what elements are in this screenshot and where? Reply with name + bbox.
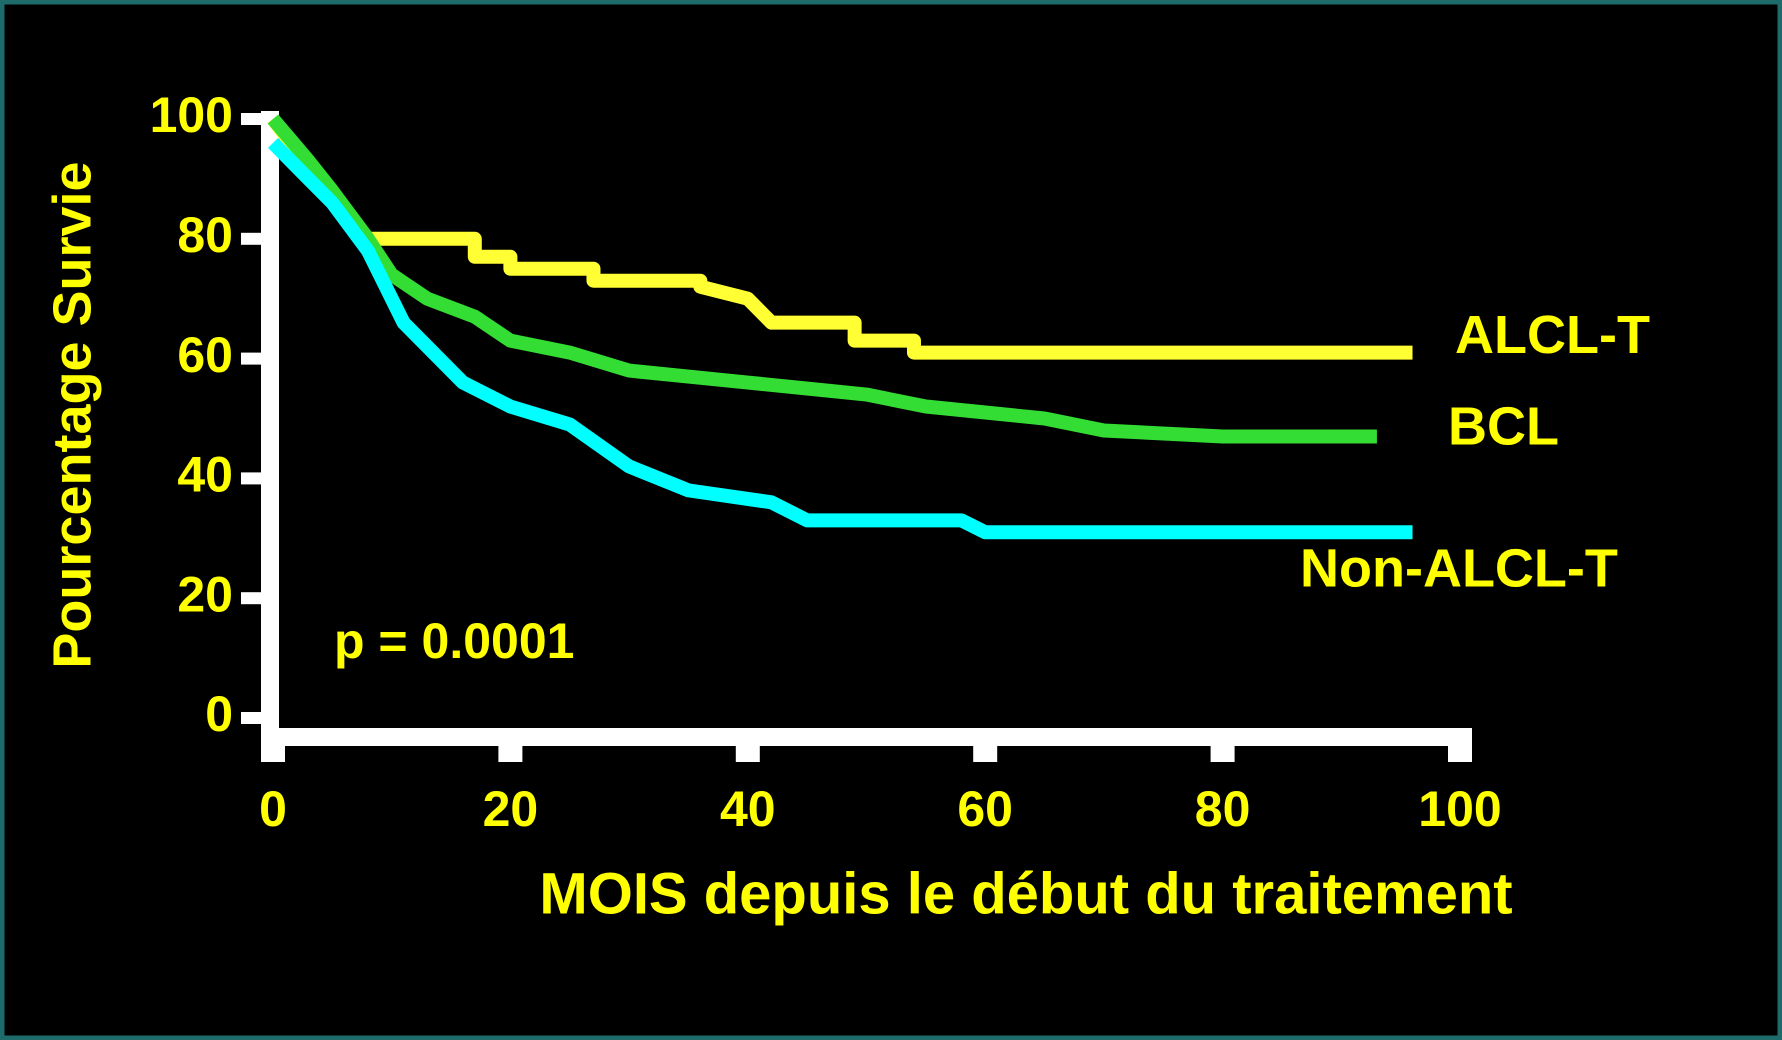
y-axis-label: Pourcentage Survie	[42, 161, 102, 668]
x-tick-label: 60	[957, 781, 1013, 837]
y-tick	[241, 352, 263, 365]
x-tick	[1210, 744, 1235, 762]
x-tick	[261, 744, 285, 762]
x-tick	[973, 744, 998, 762]
survival-curve	[267, 114, 1413, 360]
survival-curve	[268, 138, 1413, 540]
y-tick-label: 20	[177, 566, 233, 622]
y-tick	[241, 592, 263, 605]
y-axis	[261, 111, 279, 744]
x-tick	[498, 744, 523, 762]
y-tick	[241, 113, 263, 125]
y-tick-label: 40	[177, 447, 233, 503]
x-tick-label: 0	[259, 781, 287, 837]
x-tick-label: 80	[1195, 781, 1251, 837]
y-tick	[241, 712, 263, 724]
series-label: Non-ALCL-T	[1300, 539, 1618, 599]
y-tick-label: 100	[150, 87, 233, 143]
y-tick	[241, 472, 263, 485]
survival-curve	[267, 114, 1377, 444]
x-axis	[261, 728, 1472, 746]
x-tick-label: 40	[720, 781, 776, 837]
x-tick-label: 100	[1418, 781, 1501, 837]
y-tick-label: 0	[205, 686, 233, 742]
x-axis-label: MOIS depuis le début du traitement	[539, 861, 1512, 926]
annotation: p = 0.0001	[334, 613, 574, 669]
x-tick-label: 20	[483, 781, 539, 837]
x-tick	[1448, 744, 1472, 762]
y-tick-label: 80	[177, 207, 233, 263]
y-tick-label: 60	[177, 327, 233, 383]
series-label: BCL	[1448, 397, 1559, 457]
x-tick	[735, 744, 760, 762]
y-tick	[241, 232, 263, 245]
series-label: ALCL-T	[1455, 305, 1650, 365]
